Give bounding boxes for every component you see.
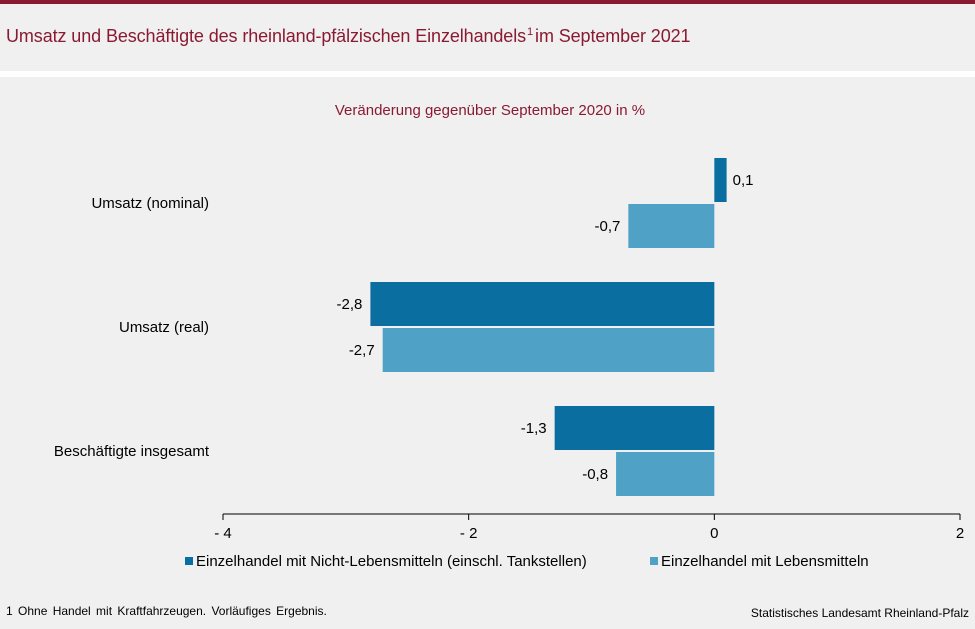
data-label: -1,3 <box>521 420 547 437</box>
legend-swatch <box>650 557 658 565</box>
legend-label: Einzelhandel mit Lebensmitteln <box>661 553 869 570</box>
category-label: Beschäftigte insgesamt <box>54 443 210 460</box>
bar <box>628 204 715 248</box>
x-tick-label: - 4 <box>214 525 232 542</box>
title-rule <box>0 71 975 77</box>
data-label: -2,7 <box>349 342 375 359</box>
chart-subtitle: Veränderung gegenüber September 2020 in … <box>335 102 645 119</box>
bar <box>370 282 715 326</box>
x-tick-label: 2 <box>956 525 964 542</box>
bar-chart: Veränderung gegenüber September 2020 in … <box>54 102 964 570</box>
data-label: -2,8 <box>337 296 363 313</box>
bar <box>382 328 715 372</box>
legend-swatch <box>185 557 193 565</box>
bar <box>554 406 715 450</box>
title-footnote-marker: 1 <box>527 26 534 38</box>
data-label: 0,1 <box>733 172 754 189</box>
category-label: Umsatz (real) <box>119 319 209 336</box>
x-tick-label: 0 <box>710 525 718 542</box>
top-rule <box>0 0 975 4</box>
bar <box>616 452 715 496</box>
legend-label: Einzelhandel mit Nicht-Lebensmitteln (ei… <box>196 553 587 570</box>
title-text: Umsatz und Beschäftigte des rheinland-pf… <box>6 26 527 46</box>
bar <box>714 158 727 202</box>
category-label: Umsatz (nominal) <box>91 195 209 212</box>
data-label: -0,8 <box>582 466 608 483</box>
data-label: -0,7 <box>594 218 620 235</box>
page-title: Umsatz und Beschäftigte des rheinland-pf… <box>6 26 691 47</box>
title-suffix: im September 2021 <box>535 26 691 46</box>
x-tick-label: - 2 <box>460 525 478 542</box>
footnote: 1 Ohne Handel mit Kraftfahrzeugen. Vorlä… <box>6 604 327 618</box>
source-note: Statistisches Landesamt Rheinland-Pfalz <box>750 606 969 620</box>
